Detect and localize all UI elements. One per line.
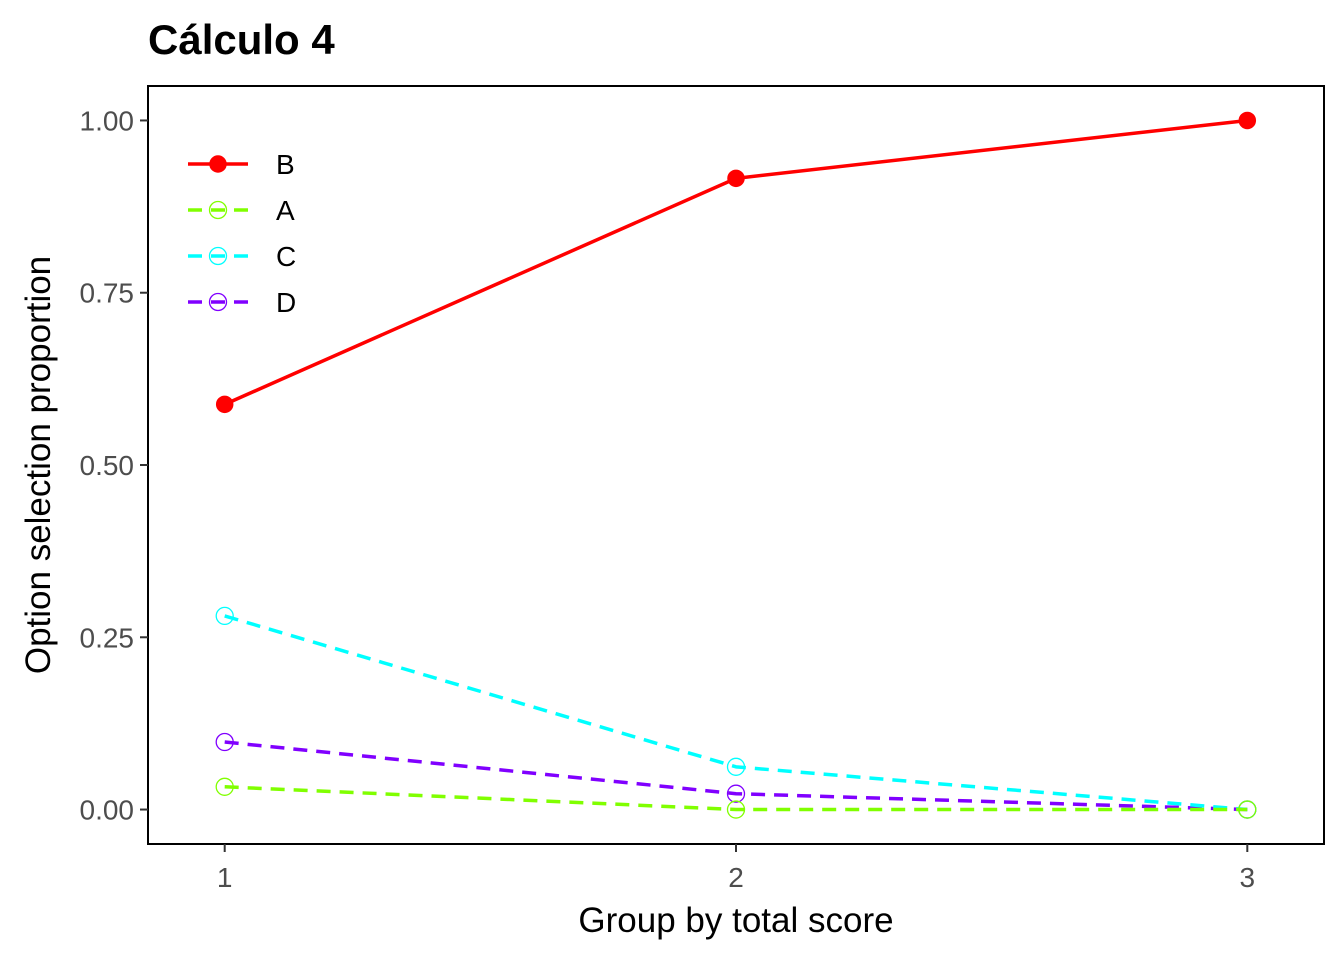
data-point-D	[215, 732, 234, 752]
y-axis: 0.00 0.25 0.50 0.75 1.00	[80, 105, 148, 826]
series-line-D	[224, 740, 1248, 812]
x-tick-label: 2	[728, 862, 744, 893]
x-axis-title: Group by total score	[578, 901, 893, 940]
series-A	[215, 777, 1257, 819]
y-tick-label: 0.50	[80, 450, 135, 481]
legend-label: C	[276, 241, 296, 272]
data-point-B	[215, 395, 234, 414]
series-C	[215, 606, 1257, 819]
data-point-C	[215, 606, 234, 626]
plot-panel	[147, 85, 1325, 845]
data-point-B	[727, 169, 745, 188]
legend-label: D	[276, 287, 296, 318]
data-point-D	[726, 784, 746, 803]
y-tick-label: 0.75	[80, 278, 135, 309]
legend-item-C: C	[188, 241, 296, 272]
data-point-A	[215, 777, 234, 796]
legend-key-marker	[208, 246, 228, 266]
series-line-C	[224, 614, 1248, 812]
legend-item-D: D	[188, 287, 296, 318]
legend-item-B: B	[188, 149, 295, 180]
series-layer	[215, 111, 1257, 819]
chart-title: Cálculo 4	[148, 16, 335, 63]
legend-item-A: A	[188, 195, 295, 226]
legend-label: B	[276, 149, 295, 180]
y-tick-label: 1.00	[80, 105, 135, 136]
series-B	[215, 111, 1257, 414]
legend-key-marker	[208, 200, 228, 220]
legend-key-marker	[208, 292, 228, 312]
data-point-B	[1238, 111, 1257, 130]
y-axis-title: Option selection proportion	[19, 256, 58, 674]
data-point-A	[1238, 800, 1257, 819]
series-line-B	[223, 118, 1248, 406]
series-line-A	[224, 785, 1248, 812]
x-axis: 1 2 3	[217, 844, 1255, 893]
y-tick-label: 0.25	[80, 622, 135, 653]
data-point-A	[726, 800, 746, 819]
x-tick-label: 3	[1240, 862, 1256, 893]
legend-key-marker	[209, 155, 227, 173]
x-tick-label: 1	[217, 862, 233, 893]
legend-label: A	[276, 195, 295, 226]
data-point-C	[726, 757, 746, 776]
y-tick-label: 0.00	[80, 795, 135, 826]
